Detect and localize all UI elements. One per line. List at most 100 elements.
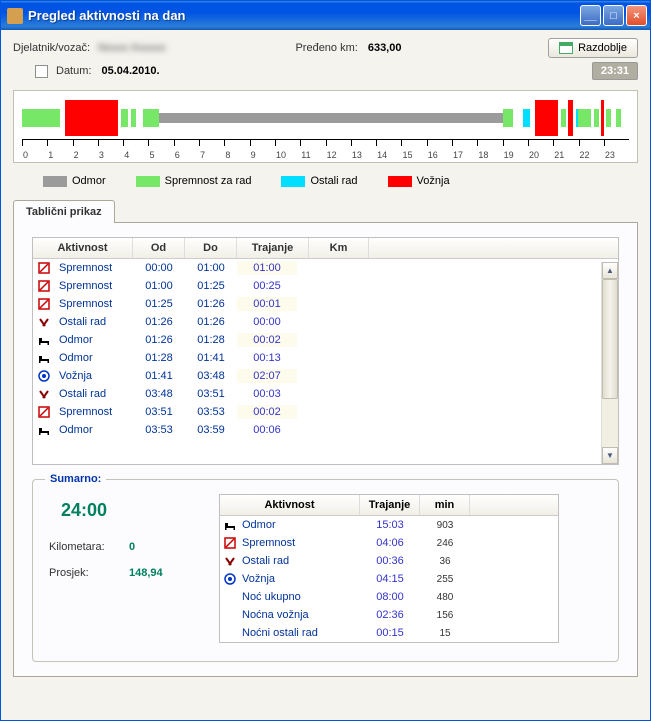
cell-activity: Spremnost	[53, 297, 133, 311]
rest-icon	[220, 519, 240, 531]
timeline-segment	[523, 109, 531, 127]
period-button[interactable]: Razdoblje	[548, 38, 638, 58]
date-value: 05.04.2010.	[101, 65, 159, 77]
timeline-segment	[121, 109, 129, 127]
table-row[interactable]: Spremnost01:0001:2500:25	[33, 277, 618, 295]
scroll-down-button[interactable]: ▼	[602, 447, 618, 464]
scell-min: 255	[420, 574, 470, 585]
km-label: Pređeno km:	[295, 42, 357, 54]
timeline-segment	[131, 109, 136, 127]
timeline-segment	[568, 100, 573, 136]
cell-duration: 00:06	[237, 423, 297, 437]
cell-to: 03:48	[185, 369, 237, 383]
legend-other-swatch	[281, 176, 305, 187]
cell-activity: Odmor	[53, 351, 133, 365]
cell-activity: Spremnost	[53, 279, 133, 293]
summary-avg-label: Prosjek:	[49, 567, 129, 579]
drive-icon	[220, 573, 240, 585]
table-row[interactable]: Ostali rad03:4803:5100:03	[33, 385, 618, 403]
scell-duration: 08:00	[360, 591, 420, 603]
cell-duration: 01:00	[237, 261, 297, 275]
cell-duration: 00:00	[237, 315, 297, 329]
table-scrollbar[interactable]: ▲ ▼	[601, 262, 618, 464]
cell-from: 01:25	[133, 297, 185, 311]
table-row[interactable]: Spremnost00:0001:0001:00	[33, 259, 618, 277]
sth-duration: Trajanje	[360, 495, 420, 515]
cell-duration: 00:02	[237, 333, 297, 347]
cell-to: 01:28	[185, 333, 237, 347]
cell-from: 03:51	[133, 405, 185, 419]
titlebar[interactable]: Pregled aktivnosti na dan __ □ ×	[1, 1, 650, 30]
maximize-button[interactable]: □	[603, 5, 624, 26]
cell-from: 01:28	[133, 351, 185, 365]
scroll-up-button[interactable]: ▲	[602, 262, 618, 279]
scell-activity: Spremnost	[240, 537, 360, 549]
cell-km	[297, 411, 357, 413]
cell-km	[297, 303, 357, 305]
tab-panel: Aktivnost Od Do Trajanje Km Spremnost00:…	[13, 222, 638, 677]
summary-row: Noć ukupno08:00480	[220, 588, 558, 606]
cell-to: 03:59	[185, 423, 237, 437]
table-row[interactable]: Odmor01:2801:4100:13	[33, 349, 618, 367]
scroll-thumb[interactable]	[602, 279, 618, 399]
cell-activity: Spremnost	[53, 405, 133, 419]
summary-row: Noćni ostali rad00:1515	[220, 624, 558, 642]
th-to[interactable]: Do	[185, 238, 237, 258]
period-button-label: Razdoblje	[578, 42, 627, 54]
cell-km	[297, 393, 357, 395]
cell-duration: 00:02	[237, 405, 297, 419]
window-title: Pregled aktivnosti na dan	[28, 8, 580, 23]
app-window: Pregled aktivnosti na dan __ □ × Djelatn…	[0, 0, 651, 721]
ready-icon	[35, 262, 53, 274]
th-km[interactable]: Km	[309, 238, 369, 258]
tab-table-view[interactable]: Tablični prikaz	[13, 200, 115, 223]
scell-duration: 00:15	[360, 627, 420, 639]
timeline-segment	[143, 109, 158, 127]
calendar-icon	[559, 42, 573, 54]
cell-duration: 00:03	[237, 387, 297, 401]
legend-rest-swatch	[43, 176, 67, 187]
cell-from: 01:41	[133, 369, 185, 383]
cell-km	[297, 285, 357, 287]
sth-activity: Aktivnost	[220, 495, 360, 515]
drive-icon	[35, 370, 53, 382]
timeline-segment	[535, 100, 558, 136]
cell-to: 01:41	[185, 351, 237, 365]
table-row[interactable]: Odmor01:2601:2800:02	[33, 331, 618, 349]
ready-icon	[220, 537, 240, 549]
table-row[interactable]: Spremnost03:5103:5300:02	[33, 403, 618, 421]
km-value: 633,00	[368, 42, 402, 54]
cell-activity: Odmor	[53, 423, 133, 437]
scell-min: 903	[420, 520, 470, 531]
date-checkbox[interactable]	[35, 65, 48, 78]
timeline-segment	[503, 109, 513, 127]
ready-icon	[35, 298, 53, 310]
night-icon	[220, 591, 240, 603]
scell-activity: Noćni ostali rad	[240, 627, 360, 639]
table-row[interactable]: Odmor03:5303:5900:06	[33, 421, 618, 439]
minimize-button[interactable]: __	[580, 5, 601, 26]
other-icon	[220, 555, 240, 567]
scell-activity: Odmor	[240, 519, 360, 531]
cell-from: 01:26	[133, 333, 185, 347]
close-button[interactable]: ×	[626, 5, 647, 26]
cell-to: 01:00	[185, 261, 237, 275]
table-row[interactable]: Ostali rad01:2601:2600:00	[33, 313, 618, 331]
th-activity[interactable]: Aktivnost	[33, 238, 133, 258]
timeline-segment	[159, 113, 503, 123]
th-duration[interactable]: Trajanje	[237, 238, 309, 258]
table-row[interactable]: Spremnost01:2501:2600:01	[33, 295, 618, 313]
rest-icon	[35, 334, 53, 346]
summary-title: Sumarno:	[45, 473, 106, 485]
scell-min: 36	[420, 556, 470, 567]
scell-activity: Vožnja	[240, 573, 360, 585]
scell-activity: Ostali rad	[240, 555, 360, 567]
table-row[interactable]: Vožnja01:4103:4802:07	[33, 367, 618, 385]
th-from[interactable]: Od	[133, 238, 185, 258]
scell-duration: 15:03	[360, 519, 420, 531]
cell-activity: Vožnja	[53, 369, 133, 383]
cell-from: 03:53	[133, 423, 185, 437]
cell-to: 01:26	[185, 315, 237, 329]
rest-icon	[35, 352, 53, 364]
legend: Odmor Spremnost za rad Ostali rad Vožnja	[13, 175, 638, 187]
